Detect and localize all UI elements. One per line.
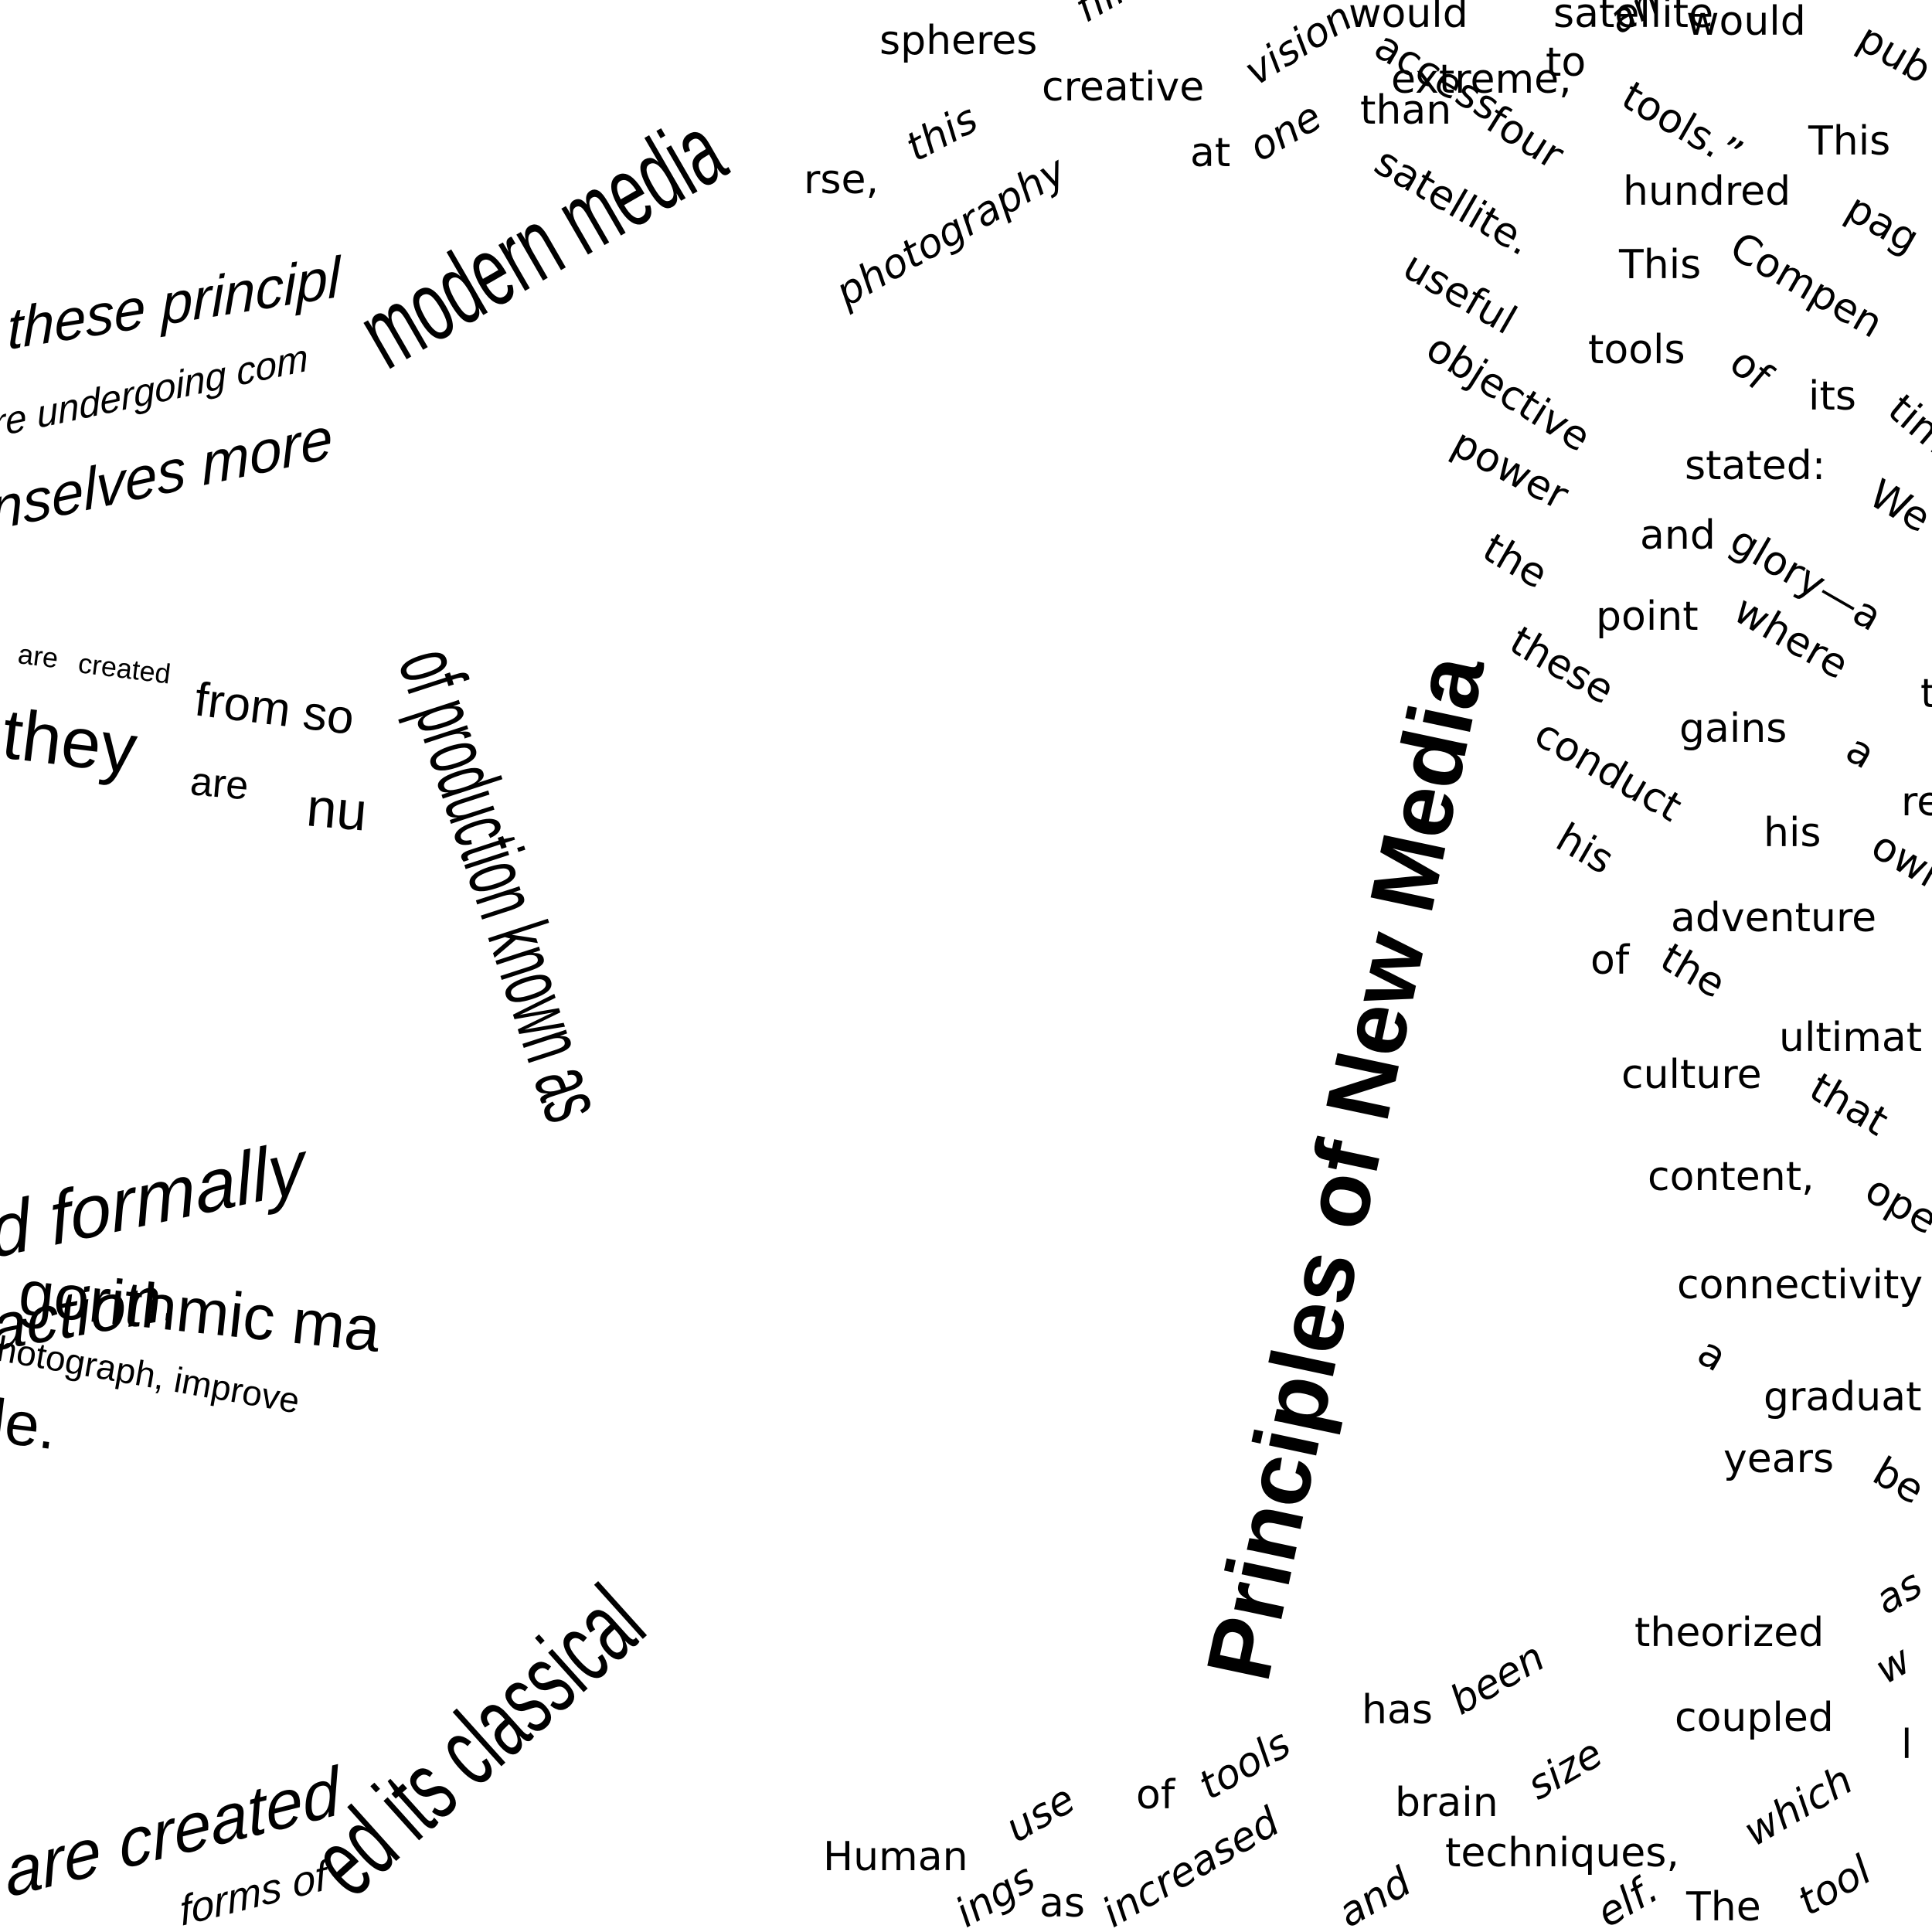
right-word: conduct xyxy=(1527,710,1689,831)
right-word: pub xyxy=(1850,15,1932,93)
right-word: size xyxy=(1520,1730,1611,1809)
right-word: be xyxy=(1866,1448,1932,1513)
right-word: and xyxy=(1640,512,1716,559)
right-word: of xyxy=(1721,339,1781,400)
right-word: a xyxy=(1690,1328,1735,1381)
right-word: Human xyxy=(823,1834,968,1880)
right-word: The xyxy=(1685,1884,1761,1930)
title-group: Principles of New Media xyxy=(1187,645,1504,1689)
right-word: of xyxy=(1590,937,1631,984)
right-word: content, xyxy=(1648,1154,1815,1200)
right-word: to xyxy=(1546,39,1586,86)
right-word: years xyxy=(1723,1436,1834,1482)
right-word: tool xyxy=(1791,1847,1880,1925)
right-word: a xyxy=(1838,726,1883,778)
right-word: coupled xyxy=(1675,1695,1834,1741)
right-word: This xyxy=(1618,242,1701,288)
right-word: connectivity xyxy=(1677,1262,1923,1308)
right-word: own xyxy=(1864,822,1932,904)
right-word: the xyxy=(1653,934,1733,1008)
right-word: brain xyxy=(1395,1780,1498,1826)
right-word: Compen xyxy=(1723,223,1891,347)
right-word: as xyxy=(1868,1561,1930,1624)
right-word: as xyxy=(1039,1880,1085,1927)
right-word: ultimat xyxy=(1779,1015,1922,1061)
right-word: and xyxy=(1331,1859,1420,1932)
right-word: re xyxy=(1901,779,1932,825)
arc-production: of production known as xyxy=(379,637,623,1132)
left-line-4b: created xyxy=(77,647,172,689)
right-word: one xyxy=(1242,94,1330,171)
right-word: techniques, xyxy=(1445,1830,1679,1876)
arc-fragments: modern media of production known as ed i… xyxy=(291,93,742,1917)
left-line-5c: nu xyxy=(304,777,369,842)
right-word: than xyxy=(1360,87,1451,134)
right-word: use xyxy=(998,1776,1083,1852)
left-text-block: these principl re undergoing com nselves… xyxy=(0,244,384,1932)
main-title: Principles of New Media xyxy=(1187,645,1504,1689)
right-word: tools xyxy=(1192,1721,1299,1810)
right-word: gains xyxy=(1679,706,1787,752)
arc-classical: ed its classical xyxy=(291,1565,664,1917)
right-word: l xyxy=(1901,1722,1912,1768)
right-word: creative xyxy=(1042,64,1204,111)
right-word: that xyxy=(1802,1064,1896,1145)
right-word: been xyxy=(1443,1634,1553,1724)
right-word: w xyxy=(1868,1637,1920,1693)
right-word: culture xyxy=(1621,1052,1762,1098)
right-word: the xyxy=(1475,525,1556,598)
right-word: extreme, xyxy=(1391,56,1572,103)
right-word: of xyxy=(1136,1772,1176,1818)
right-word: pag xyxy=(1838,185,1927,263)
right-word: spheres xyxy=(879,18,1037,64)
left-line-10: le. xyxy=(0,1386,61,1463)
right-word: has xyxy=(1362,1687,1433,1733)
right-word: this xyxy=(899,96,985,172)
right-word: at xyxy=(1190,130,1230,176)
right-word: tools xyxy=(1588,327,1685,373)
right-word: This xyxy=(1808,118,1890,165)
left-line-4c: from so xyxy=(192,672,357,745)
right-word: hundred xyxy=(1623,168,1791,215)
right-word: satellite xyxy=(1553,0,1713,37)
right-word: objective xyxy=(1418,325,1598,461)
left-line-4a: are xyxy=(16,638,60,674)
right-word: his xyxy=(1549,815,1622,883)
right-word: would xyxy=(1349,0,1468,37)
right-word: its xyxy=(1808,373,1856,420)
right-word: film xyxy=(1068,0,1157,32)
right-word: stated: xyxy=(1685,443,1825,489)
right-word: theorized xyxy=(1634,1610,1824,1656)
right-word: graduat xyxy=(1764,1374,1921,1420)
right-word: point xyxy=(1596,594,1699,640)
left-line-5a: they xyxy=(0,695,141,789)
right-word: his xyxy=(1764,810,1821,856)
right-word: ope xyxy=(1858,1166,1932,1243)
right-word: tools.” xyxy=(1614,73,1750,178)
right-word: increased xyxy=(1095,1798,1288,1932)
right-word: would xyxy=(1686,0,1806,45)
right-word: We xyxy=(1862,471,1932,542)
left-line-6: d formally xyxy=(0,1124,312,1274)
right-word: rse, xyxy=(804,157,879,203)
right-word: adventure xyxy=(1671,895,1876,941)
right-word: vision xyxy=(1236,0,1360,95)
right-word: tim xyxy=(1879,386,1932,464)
right-word: which xyxy=(1736,1757,1861,1856)
right-word: t xyxy=(1920,671,1932,717)
arc-modern-media: modern media xyxy=(341,93,742,389)
left-line-5b: are xyxy=(189,759,250,808)
